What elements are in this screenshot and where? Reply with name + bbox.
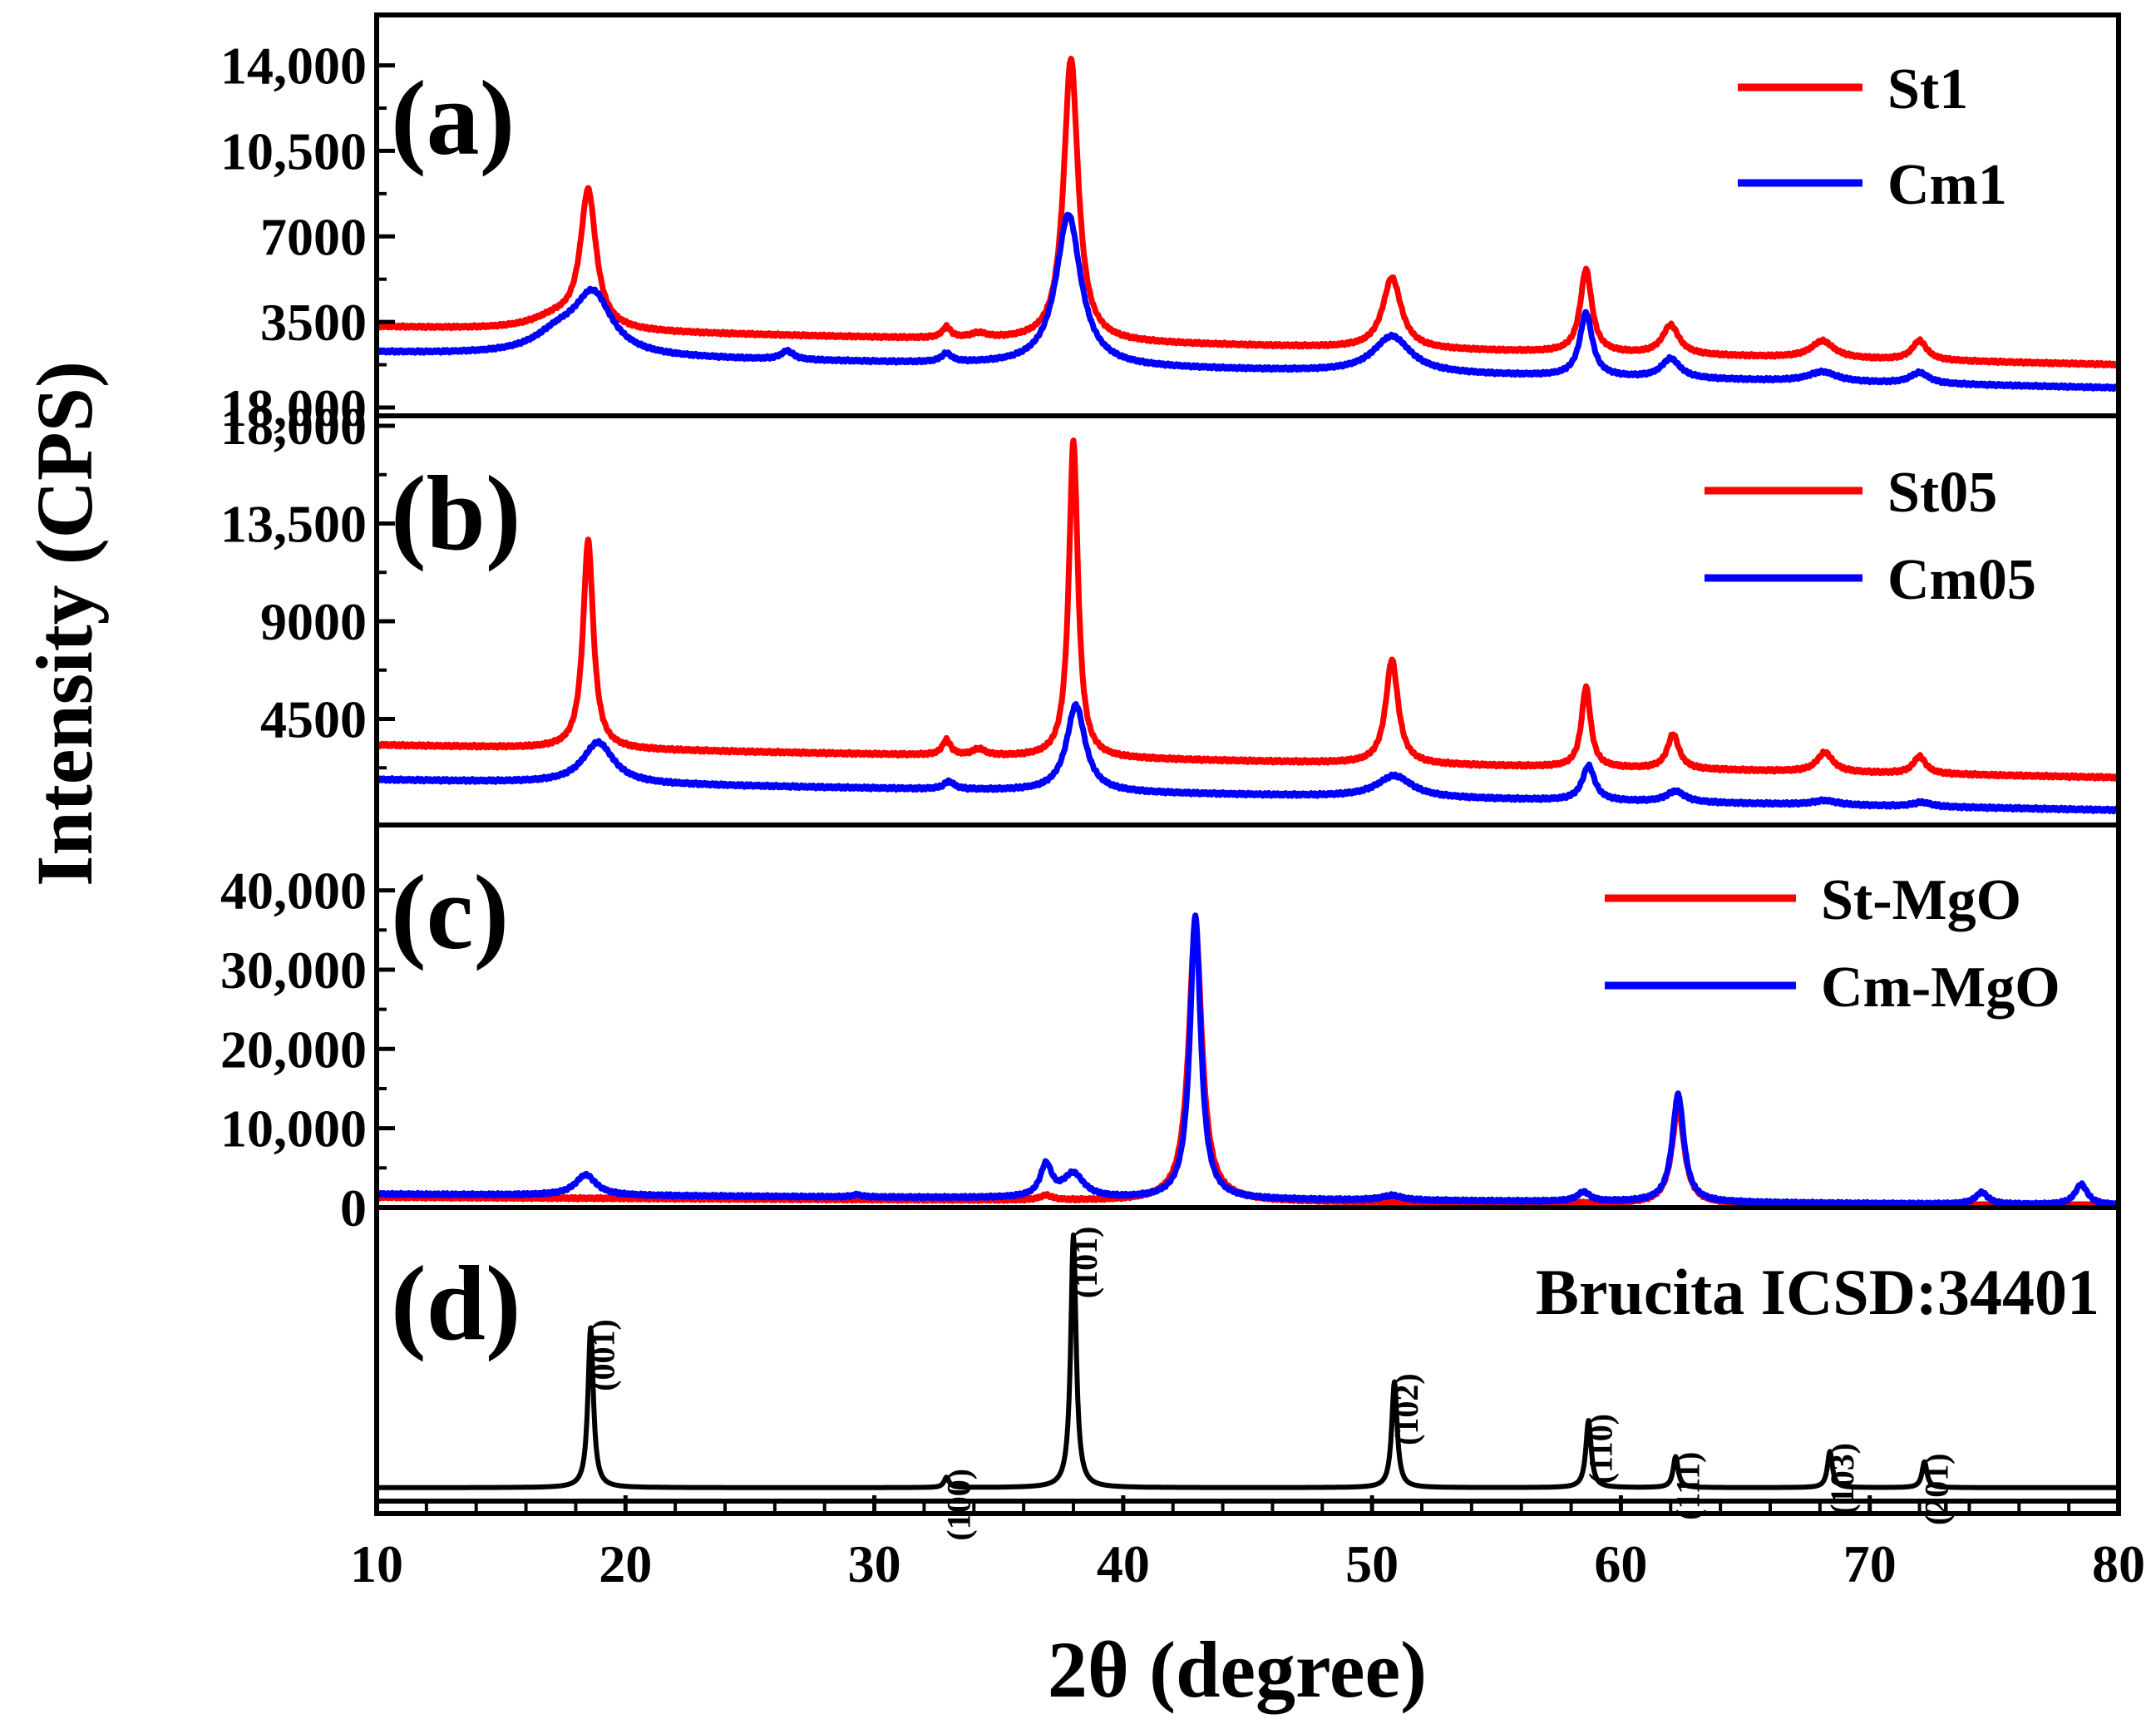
panel-label: (a)	[391, 59, 515, 177]
x-tick-label: 70	[1843, 1534, 1897, 1593]
y-tick-label: 13,500	[220, 495, 367, 554]
series-line-cm-mgo	[374, 912, 2121, 1208]
y-tick-label: 7000	[260, 207, 367, 266]
x-tick-label: 50	[1345, 1534, 1399, 1593]
panel-frame	[374, 1205, 2121, 1516]
legend-label: Cm-MgO	[1821, 956, 2060, 1020]
y-tick-label: 40,000	[220, 862, 367, 921]
x-axis-title: 2θ (degree)	[1048, 1625, 1427, 1714]
y-tick-label: 14,000	[220, 37, 367, 96]
y-tick-label: 3500	[260, 293, 367, 352]
y-tick-label: 30,000	[220, 941, 367, 1000]
series-line-brucita-icsd-34401	[374, 1232, 2121, 1490]
legend-label: St05	[1887, 461, 1997, 525]
y-tick-label: 4500	[260, 690, 367, 749]
reflection-label: (111)	[1669, 1452, 1706, 1520]
series-line-cm05	[374, 701, 2121, 815]
reflection-label: (103)	[1823, 1443, 1861, 1515]
y-tick-label: 0	[340, 1178, 367, 1237]
legend-label: Cm05	[1887, 548, 2036, 612]
legend-label: St1	[1887, 57, 1968, 121]
y-tick-label: 10,000	[220, 1099, 367, 1158]
series-line-cm1	[374, 211, 2121, 393]
y-tick-label: 10,500	[220, 121, 367, 180]
panel-label: (d)	[391, 1244, 520, 1362]
x-tick-label: 30	[848, 1534, 901, 1593]
reflection-label: (100)	[940, 1469, 977, 1541]
series-line-st05	[373, 437, 2122, 782]
legend-label: Cm1	[1887, 153, 2007, 217]
x-tick-label: 80	[2092, 1534, 2145, 1593]
panel-label: (c)	[391, 853, 509, 971]
y-tick-label: 9000	[260, 592, 367, 651]
x-tick-label: 10	[350, 1534, 403, 1593]
reflection-label: (102)	[1388, 1373, 1425, 1445]
y-tick-label: 18,000	[220, 378, 367, 437]
series-line-st1	[373, 56, 2122, 369]
y-axis-title: Intensity (CPS)	[20, 361, 109, 887]
legend-label: St-MgO	[1821, 868, 2021, 932]
x-tick-label: 60	[1594, 1534, 1647, 1593]
y-tick-label: 18,000	[220, 397, 367, 456]
reflection-label: (101)	[1067, 1227, 1104, 1299]
panel-label: (b)	[391, 454, 520, 572]
reflection-label: (110)	[1582, 1414, 1620, 1484]
y-tick-label: 20,000	[220, 1020, 367, 1079]
reflection-label: (201)	[1918, 1453, 1956, 1525]
reflection-label: (001)	[584, 1319, 621, 1391]
x-tick-label: 20	[599, 1534, 652, 1593]
reference-label: Brucita ICSD:34401	[1536, 1256, 2099, 1328]
x-tick-label: 40	[1097, 1534, 1150, 1593]
